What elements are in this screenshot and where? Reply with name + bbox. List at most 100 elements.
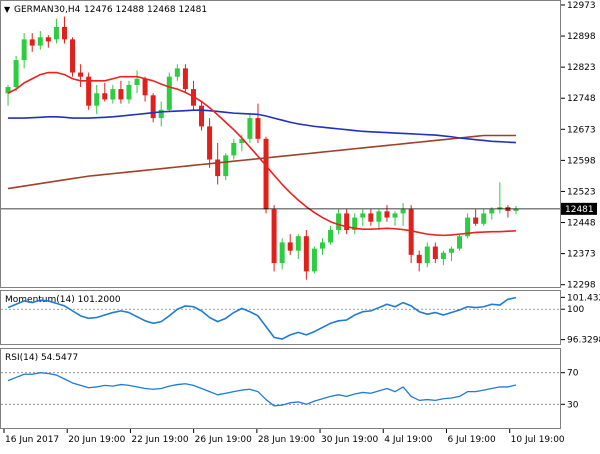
time-axis: 16 Jun 2017 20 Jun 19:00 22 Jun 19:00 26 Ju… [3, 429, 565, 445]
price-tick-label: 12373 [567, 250, 596, 260]
candle-body [384, 211, 390, 218]
candle-body [182, 68, 188, 90]
candle-body [166, 76, 172, 110]
candle-body [199, 105, 205, 127]
rsi-line [7, 372, 517, 407]
price-tick-label: 12898 [567, 32, 596, 42]
candle-body [70, 39, 76, 73]
momentum-layer: 101.432 100 96.3298 [1, 293, 600, 346]
candle-body [513, 208, 519, 211]
candle-body [110, 89, 116, 100]
time-tick-label: 6 Jul 19:00 [447, 435, 496, 445]
candle-body [360, 213, 366, 218]
candle-body [13, 60, 19, 88]
price-tick-label: 12673 [567, 125, 596, 135]
candle-body [61, 26, 67, 40]
price-axis: 12973 12898 12823 12748 12673 12598 12523 12448… [1, 1, 597, 291]
candle-body [255, 118, 261, 139]
candle-body [223, 155, 229, 177]
candle-body [45, 37, 51, 42]
candle-body [29, 39, 35, 46]
candle-body [239, 138, 245, 143]
time-tick-label: 30 Jun 19:00 [321, 435, 378, 445]
price-tick-label: 12823 [567, 63, 596, 73]
candle-body [303, 236, 309, 272]
momentum-line [7, 296, 517, 340]
candle-body [424, 246, 430, 264]
candle-body [489, 209, 495, 214]
time-tick-label: 28 Jun 19:00 [258, 435, 315, 445]
time-tick-label: 4 Jul 19:00 [384, 435, 433, 445]
candle-body [279, 242, 285, 264]
current-price-label: 12481 [565, 205, 594, 215]
candle-body [408, 209, 414, 255]
candle-body [215, 159, 221, 177]
candle-body [311, 248, 317, 272]
candle-body [5, 87, 11, 94]
time-tick-label: 16 Jun 2017 [5, 435, 59, 445]
price-series [5, 16, 519, 280]
candle-body [86, 76, 92, 106]
momentum-tick-label: 100 [567, 305, 584, 315]
candle-body [497, 207, 503, 210]
rsi-title: RSI(14) 54.5477 [5, 353, 78, 363]
current-price-tag [561, 202, 597, 215]
candle-body [21, 39, 27, 61]
time-tick-label: 10 Jul 19:00 [511, 435, 565, 445]
candle-body [37, 37, 43, 46]
candle-body [94, 93, 100, 106]
rsi-panel-frame [0, 348, 561, 429]
candle-body [295, 236, 301, 251]
candle-body [174, 68, 180, 77]
candle-body [126, 84, 132, 100]
candle-body [473, 217, 479, 224]
candle-body [336, 213, 342, 230]
candle-body [271, 209, 277, 264]
candle-body [150, 95, 156, 119]
candle-body [457, 236, 463, 249]
candle-body [440, 252, 446, 259]
rsi-layer: 70 30 [1, 369, 579, 410]
candle-body [432, 246, 438, 259]
candle-body [416, 254, 422, 264]
candle-body [263, 138, 269, 210]
candle-body [465, 217, 471, 237]
candle-body [231, 142, 237, 156]
price-tick-label: 12523 [567, 187, 596, 197]
momentum-title: Momentum(14) 101.2000 [5, 295, 121, 305]
candle-body [158, 109, 164, 119]
candle-body [392, 213, 398, 218]
candle-body [53, 26, 59, 40]
candle-body [368, 213, 374, 222]
symbol-dropdown-icon[interactable]: ▼ [4, 5, 11, 14]
price-tick-label: 12598 [567, 156, 596, 166]
time-tick-label: 20 Jun 19:00 [68, 435, 125, 445]
candle-body [134, 78, 140, 85]
sma-fast-line [7, 71, 517, 237]
candle-body [319, 242, 325, 249]
time-tick-label: 22 Jun 19:00 [131, 435, 188, 445]
price-tick-label: 12298 [567, 281, 596, 291]
candle-body [102, 93, 108, 100]
chart-symbol-label: GERMAN30,H4 [14, 5, 81, 15]
momentum-tick-label: 101.432 [567, 293, 600, 303]
sma-mid-line [8, 109, 517, 144]
price-tick-label: 12973 [567, 1, 596, 11]
candle-body [400, 209, 406, 214]
time-tick-label: 26 Jun 19:00 [195, 435, 252, 445]
candle-body [481, 213, 487, 224]
momentum-tick-label: 96.3298 [567, 336, 600, 346]
candle-body [352, 217, 358, 230]
candle-body [142, 78, 148, 96]
rsi-tick-label: 70 [567, 369, 579, 379]
candle-body [344, 213, 350, 230]
candle-body [448, 248, 454, 253]
price-tick-label: 12448 [567, 219, 596, 229]
candle-body [207, 126, 213, 160]
price-panel-frame [0, 0, 561, 288]
sma-slow-line [7, 134, 516, 190]
candle-body [376, 211, 382, 222]
candle-body [328, 229, 334, 243]
price-tick-label: 12748 [567, 94, 596, 104]
